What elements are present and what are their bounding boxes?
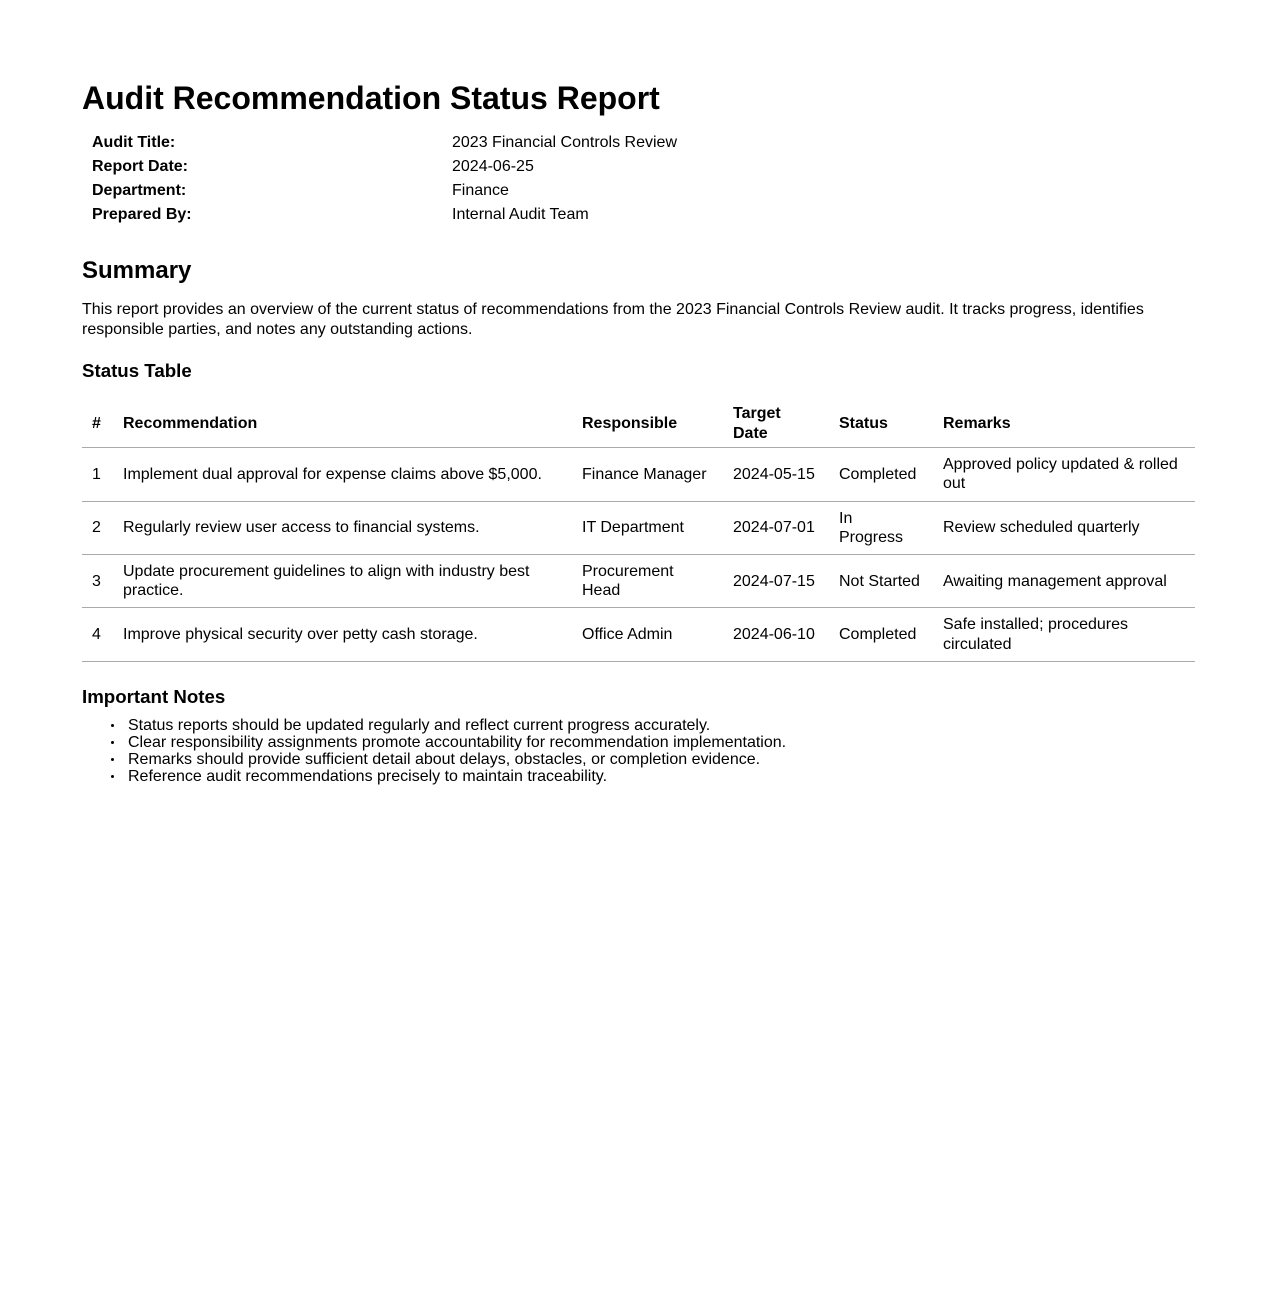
page-title: Audit Recommendation Status Report bbox=[82, 80, 660, 116]
list-item: Remarks should provide sufficient detail… bbox=[111, 751, 1196, 768]
meta-label-report-date: Report Date: bbox=[92, 157, 189, 175]
report-meta-table: Audit Title: 2023 Financial Controls Rev… bbox=[82, 131, 687, 227]
cell-num: 4 bbox=[82, 607, 113, 662]
cell-recommendation: Implement dual approval for expense clai… bbox=[113, 447, 572, 502]
table-row: 4 Improve physical security over petty c… bbox=[82, 607, 1195, 662]
cell-target-date: 2024-07-01 bbox=[723, 501, 829, 556]
meta-label-audit-title: Audit Title: bbox=[92, 133, 176, 151]
cell-status: Completed bbox=[829, 607, 933, 662]
column-header-status: Status bbox=[829, 399, 933, 449]
cell-recommendation: Update procurement guidelines to align w… bbox=[113, 554, 572, 609]
column-header-num: # bbox=[82, 399, 113, 449]
notes-heading: Important Notes bbox=[82, 685, 226, 707]
column-header-responsible: Responsible bbox=[572, 399, 723, 449]
column-header-remarks: Remarks bbox=[933, 399, 1195, 449]
cell-responsible: IT Department bbox=[572, 501, 723, 556]
meta-value-report-date: 2024-06-25 bbox=[452, 157, 534, 175]
cell-num: 2 bbox=[82, 501, 113, 556]
cell-status: Completed bbox=[829, 447, 933, 502]
cell-target-date: 2024-05-15 bbox=[723, 447, 829, 502]
meta-row: Audit Title: 2023 Financial Controls Rev… bbox=[82, 131, 687, 155]
meta-row: Prepared By: Internal Audit Team bbox=[82, 203, 687, 227]
cell-status: In Progress bbox=[829, 501, 933, 556]
table-header-row: # Recommendation Responsible Target Date… bbox=[82, 399, 1195, 449]
cell-num: 3 bbox=[82, 554, 113, 609]
list-item: Reference audit recommendations precisel… bbox=[111, 768, 1196, 785]
notes-list: Status reports should be updated regular… bbox=[82, 717, 1196, 785]
meta-label-department: Department: bbox=[92, 181, 187, 199]
status-table: # Recommendation Responsible Target Date… bbox=[82, 399, 1195, 662]
meta-row: Department: Finance bbox=[82, 179, 687, 203]
cell-recommendation: Regularly review user access to financia… bbox=[113, 501, 572, 556]
cell-responsible: Office Admin bbox=[572, 607, 723, 662]
cell-remarks: Approved policy updated & rolled out bbox=[933, 447, 1195, 502]
table-row: 3 Update procurement guidelines to align… bbox=[82, 554, 1195, 609]
cell-remarks: Safe installed; procedures circulated bbox=[933, 607, 1195, 662]
meta-row: Report Date: 2024-06-25 bbox=[82, 155, 687, 179]
cell-remarks: Review scheduled quarterly bbox=[933, 501, 1195, 556]
status-table-heading: Status Table bbox=[82, 360, 192, 382]
table-row: 2 Regularly review user access to financ… bbox=[82, 501, 1195, 556]
summary-heading: Summary bbox=[82, 256, 192, 284]
cell-responsible: Finance Manager bbox=[572, 447, 723, 502]
meta-value-department: Finance bbox=[452, 181, 509, 199]
meta-label-prepared-by: Prepared By: bbox=[92, 205, 192, 223]
list-item: Clear responsibility assignments promote… bbox=[111, 734, 1196, 751]
meta-value-prepared-by: Internal Audit Team bbox=[452, 205, 589, 223]
list-item: Status reports should be updated regular… bbox=[111, 717, 1196, 734]
cell-recommendation: Improve physical security over petty cas… bbox=[113, 607, 572, 662]
cell-num: 1 bbox=[82, 447, 113, 502]
cell-status: Not Started bbox=[829, 554, 933, 609]
table-row: 1 Implement dual approval for expense cl… bbox=[82, 447, 1195, 502]
cell-remarks: Awaiting management approval bbox=[933, 554, 1195, 609]
column-header-recommendation: Recommendation bbox=[113, 399, 572, 449]
cell-target-date: 2024-07-15 bbox=[723, 554, 829, 609]
meta-value-audit-title: 2023 Financial Controls Review bbox=[452, 133, 677, 151]
report-document: Audit Recommendation Status Report Audit… bbox=[82, 80, 1196, 785]
summary-text: This report provides an overview of the … bbox=[82, 301, 1144, 339]
column-header-target-date: Target Date bbox=[723, 399, 829, 449]
cell-responsible: Procurement Head bbox=[572, 554, 723, 609]
cell-target-date: 2024-06-10 bbox=[723, 607, 829, 662]
